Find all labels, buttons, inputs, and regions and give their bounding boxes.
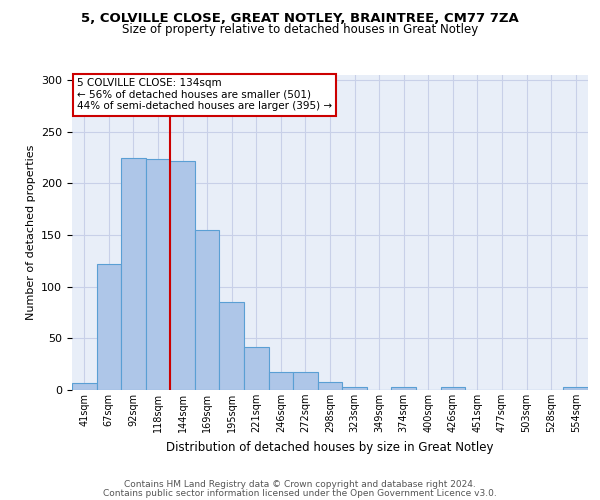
- Text: Contains HM Land Registry data © Crown copyright and database right 2024.: Contains HM Land Registry data © Crown c…: [124, 480, 476, 489]
- Bar: [269, 372, 293, 390]
- Text: Contains public sector information licensed under the Open Government Licence v3: Contains public sector information licen…: [103, 488, 497, 498]
- Text: Size of property relative to detached houses in Great Notley: Size of property relative to detached ho…: [122, 22, 478, 36]
- Bar: [318, 382, 342, 390]
- Bar: [97, 264, 121, 390]
- X-axis label: Distribution of detached houses by size in Great Notley: Distribution of detached houses by size …: [166, 440, 494, 454]
- Bar: [293, 372, 318, 390]
- Bar: [72, 383, 97, 390]
- Bar: [121, 158, 146, 390]
- Text: 5, COLVILLE CLOSE, GREAT NOTLEY, BRAINTREE, CM77 7ZA: 5, COLVILLE CLOSE, GREAT NOTLEY, BRAINTR…: [81, 12, 519, 26]
- Bar: [440, 387, 465, 390]
- Bar: [244, 346, 269, 390]
- Bar: [563, 387, 588, 390]
- Bar: [170, 160, 195, 390]
- Bar: [195, 230, 220, 390]
- Bar: [391, 387, 416, 390]
- Bar: [220, 302, 244, 390]
- Bar: [146, 158, 170, 390]
- Y-axis label: Number of detached properties: Number of detached properties: [26, 145, 35, 320]
- Bar: [342, 387, 367, 390]
- Text: 5 COLVILLE CLOSE: 134sqm
← 56% of detached houses are smaller (501)
44% of semi-: 5 COLVILLE CLOSE: 134sqm ← 56% of detach…: [77, 78, 332, 112]
